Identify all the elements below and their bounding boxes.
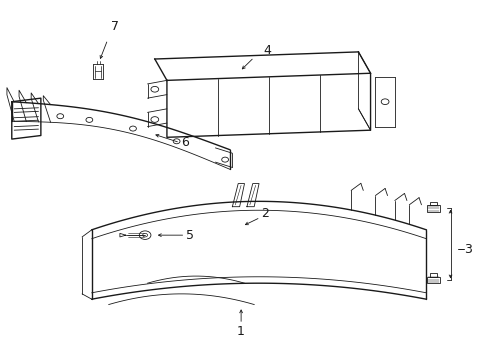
Text: 5: 5 <box>186 229 194 242</box>
Text: 1: 1 <box>237 325 244 338</box>
Text: 4: 4 <box>264 44 271 57</box>
Text: 2: 2 <box>261 207 269 220</box>
Text: 6: 6 <box>181 136 189 149</box>
Text: 3: 3 <box>463 243 470 256</box>
Text: 7: 7 <box>110 20 118 33</box>
